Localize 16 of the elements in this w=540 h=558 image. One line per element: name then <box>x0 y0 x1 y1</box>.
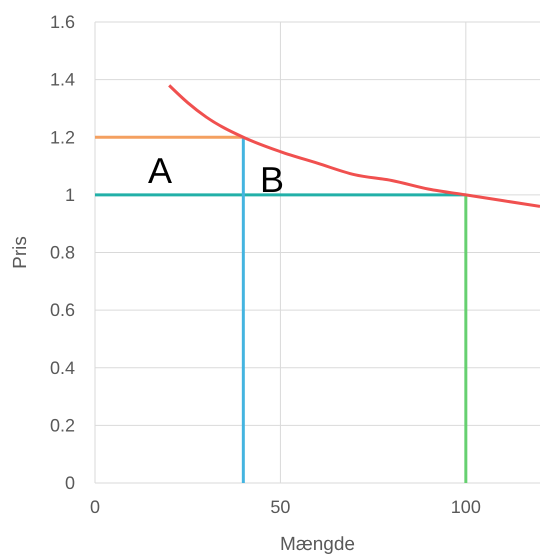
y-tick-label: 1 <box>64 184 75 205</box>
x-tick-label: 100 <box>450 497 481 517</box>
x-tick-label: 0 <box>90 497 100 517</box>
y-axis-title: Pris <box>10 236 31 269</box>
y-tick-label: 0.6 <box>50 300 75 320</box>
y-tick-label: 0 <box>64 473 75 493</box>
y-tick-label: 1.4 <box>50 70 75 90</box>
y-tick-label: 0.2 <box>50 415 75 436</box>
y-tick-label: 1.6 <box>50 12 75 32</box>
y-tick-label: 0.4 <box>50 358 75 378</box>
x-axis-title: Mængde <box>280 534 355 555</box>
annotation: B <box>260 159 284 200</box>
x-tick-label: 50 <box>270 497 290 517</box>
y-tick-label: 0.8 <box>50 242 75 262</box>
annotation: A <box>148 150 172 191</box>
y-tick-label: 1.2 <box>50 127 75 148</box>
